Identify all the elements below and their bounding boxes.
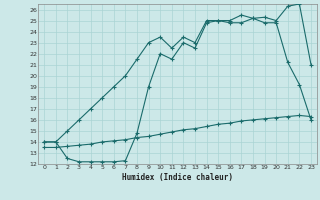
X-axis label: Humidex (Indice chaleur): Humidex (Indice chaleur) (122, 173, 233, 182)
